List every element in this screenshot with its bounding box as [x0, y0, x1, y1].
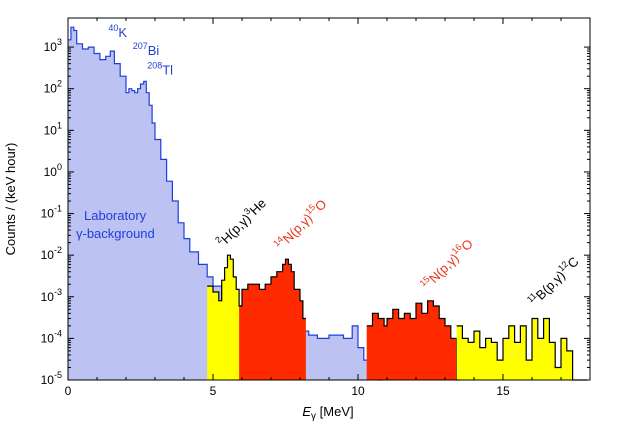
y-tick-exponent: 1 [57, 120, 62, 130]
isotope-superscript: 40 [108, 23, 118, 33]
series-label-line: Laboratory [84, 208, 147, 223]
reaction-label-2: 15N(p,γ)16O [418, 235, 476, 293]
y-tick-base: 10 [41, 373, 55, 387]
isotope-superscript: 207 [133, 41, 148, 51]
series-outline-0 [68, 26, 382, 381]
reaction-label-0: 2H(p,γ)3He [213, 194, 269, 250]
y-tick-base: 10 [41, 331, 55, 345]
y-tick-exponent: 3 [57, 37, 62, 47]
y-tick-label: 103 [44, 37, 62, 54]
isotope-symbol: Bi [148, 43, 160, 58]
y-tick-label: 10-4 [41, 328, 62, 345]
series-fill-2 [239, 259, 306, 380]
y-tick-label: 10-1 [41, 204, 62, 221]
series-outline-1 [207, 254, 245, 310]
y-tick-exponent: -1 [54, 204, 62, 214]
y-tick-exponent: 0 [57, 162, 62, 172]
spectrum-fills [68, 26, 588, 381]
series-fill-1 [207, 255, 245, 380]
y-tick-exponent: -3 [54, 287, 62, 297]
y-tick-base: 10 [41, 290, 55, 304]
annotation-tl208: 208Tl [147, 61, 173, 78]
y-tick-exponent: 2 [57, 79, 62, 89]
y-tick-label: 10-3 [41, 287, 62, 304]
series-fill-3 [366, 300, 460, 380]
y-tick-label: 101 [44, 120, 62, 137]
series-outline-2 [239, 258, 306, 320]
y-tick-label: 102 [44, 79, 62, 96]
y-tick-base: 10 [44, 82, 58, 96]
x-tick-label: 0 [65, 384, 72, 398]
x-tick-label: 5 [210, 384, 217, 398]
y-tick-base: 10 [44, 165, 58, 179]
isotope-superscript: 3 [242, 206, 253, 217]
series-fill-4 [456, 318, 588, 380]
series-outline-3 [366, 300, 460, 381]
y-tick-base: 10 [41, 248, 55, 262]
x-tick-label: 10 [351, 384, 365, 398]
y-tick-base: 10 [44, 123, 58, 137]
isotope-superscript: 208 [147, 61, 162, 71]
reaction-label-3: 11B(p,γ)12C [525, 252, 582, 309]
isotope-superscript: 2 [213, 234, 224, 245]
isotope-symbol: K [118, 25, 127, 40]
isotope-symbol: Tl [162, 63, 173, 78]
series-label-line: γ-background [76, 226, 155, 241]
y-tick-exponent: -5 [54, 370, 62, 380]
y-tick-label: 10-5 [41, 370, 62, 387]
series-fill-0 [68, 27, 382, 380]
series-label-background: Laboratory γ-background [76, 208, 155, 241]
y-tick-base: 10 [44, 40, 58, 54]
y-tick-exponent: -2 [54, 245, 62, 255]
y-tick-label: 10-2 [41, 245, 62, 262]
y-tick-exponent: -4 [54, 328, 62, 338]
annotation-bi207: 207Bi [133, 41, 160, 58]
series-outline-4 [456, 317, 588, 381]
y-tick-label: 100 [44, 162, 62, 179]
reaction-label-1: 14N(p,γ)15O [271, 195, 329, 253]
x-axis-label: Eγ [MeV] [302, 404, 353, 422]
annotation-k40: 40K [108, 23, 127, 40]
y-tick-base: 10 [41, 207, 55, 221]
x-tick-label: 15 [496, 384, 510, 398]
y-axis-label: Counts / (keV hour) [3, 143, 18, 256]
